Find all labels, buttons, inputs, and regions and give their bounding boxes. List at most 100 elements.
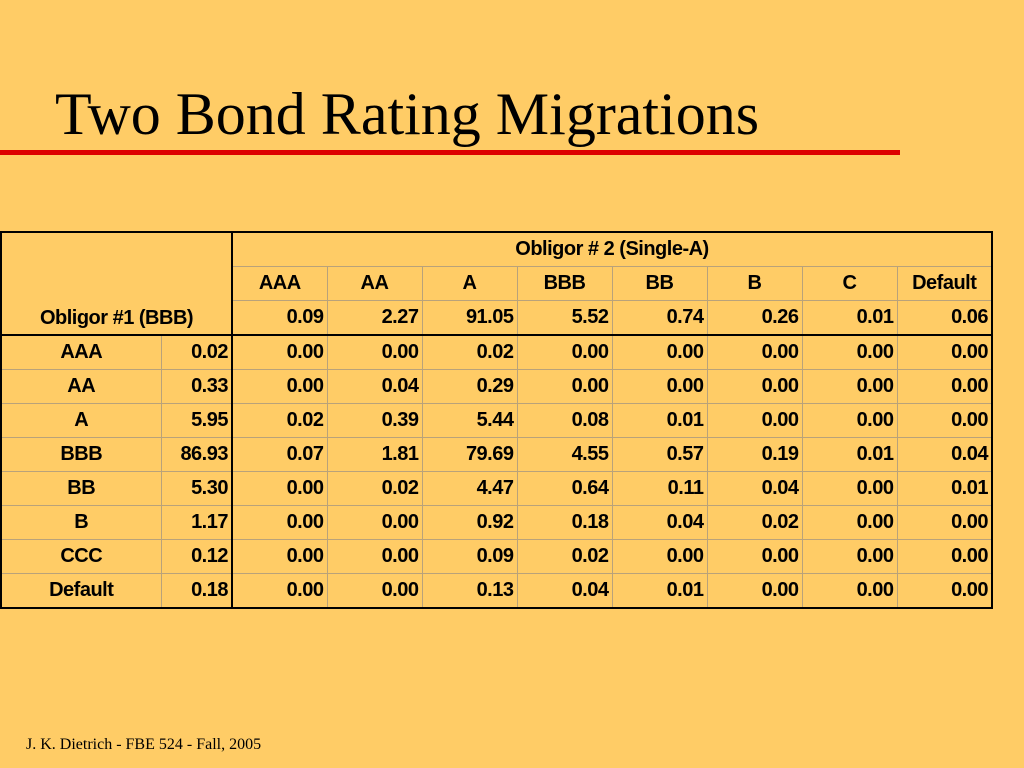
row-probability: 5.95	[160, 403, 233, 438]
joint-probability-cell: 0.04	[706, 471, 803, 506]
column-rating-header: BB	[611, 266, 708, 301]
column-rating-header: Default	[896, 266, 993, 301]
joint-probability-cell: 0.00	[706, 334, 803, 370]
joint-probability-cell: 0.00	[326, 573, 423, 609]
joint-probability-cell: 0.00	[231, 573, 328, 609]
joint-probability-cell: 0.00	[896, 334, 993, 370]
row-probability: 0.18	[160, 573, 233, 609]
joint-probability-cell: 5.44	[421, 403, 518, 438]
joint-probability-cell: 0.00	[896, 403, 993, 438]
column-probability: 5.52	[516, 300, 613, 336]
corner-label: Obligor #1 (BBB)	[0, 231, 233, 336]
joint-probability-cell: 4.55	[516, 437, 613, 472]
joint-probability-cell: 0.00	[706, 573, 803, 609]
row-rating-label: BBB	[0, 437, 162, 472]
row-rating-label: A	[0, 403, 162, 438]
title-underline	[0, 150, 900, 155]
joint-probability-cell: 0.00	[326, 539, 423, 574]
joint-probability-cell: 0.57	[611, 437, 708, 472]
joint-probability-cell: 0.64	[516, 471, 613, 506]
joint-probability-cell: 0.00	[706, 403, 803, 438]
joint-probability-cell: 0.02	[231, 403, 328, 438]
joint-probability-cell: 0.00	[801, 334, 898, 370]
joint-probability-cell: 0.04	[326, 369, 423, 404]
joint-probability-cell: 0.01	[611, 403, 708, 438]
column-rating-header: BBB	[516, 266, 613, 301]
joint-probability-cell: 4.47	[421, 471, 518, 506]
joint-probability-cell: 0.02	[421, 334, 518, 370]
joint-probability-cell: 0.00	[326, 334, 423, 370]
joint-probability-cell: 0.00	[231, 334, 328, 370]
joint-probability-cell: 0.18	[516, 505, 613, 540]
joint-probability-cell: 79.69	[421, 437, 518, 472]
row-probability: 0.12	[160, 539, 233, 574]
joint-probability-cell: 0.00	[801, 471, 898, 506]
joint-probability-cell: 0.13	[421, 573, 518, 609]
joint-probability-cell: 0.00	[801, 505, 898, 540]
joint-probability-cell: 0.04	[896, 437, 993, 472]
joint-probability-cell: 0.02	[326, 471, 423, 506]
joint-probability-cell: 0.00	[611, 539, 708, 574]
joint-probability-cell: 0.00	[611, 334, 708, 370]
table-row: AA 0.33 0.00 0.04 0.29 0.00 0.00 0.00 0.00 0.00	[0, 369, 993, 404]
joint-probability-cell: 0.00	[801, 539, 898, 574]
row-probability: 86.93	[160, 437, 233, 472]
joint-probability-cell: 0.00	[896, 573, 993, 609]
joint-probability-cell: 0.04	[516, 573, 613, 609]
joint-probability-cell: 0.00	[801, 369, 898, 404]
row-probability: 0.33	[160, 369, 233, 404]
header-ratings-row: AAA AA A BBB BB B C Default	[1, 266, 993, 301]
joint-probability-cell: 1.81	[326, 437, 423, 472]
joint-probability-cell: 0.00	[611, 369, 708, 404]
table-row: B 1.17 0.00 0.00 0.92 0.18 0.04 0.02 0.00 0.00	[0, 505, 993, 540]
joint-probability-cell: 0.00	[231, 539, 328, 574]
column-rating-header: A	[421, 266, 518, 301]
joint-probability-cell: 0.02	[706, 505, 803, 540]
row-rating-label: CCC	[0, 539, 162, 574]
row-rating-label: BB	[0, 471, 162, 506]
slide-title: Two Bond Rating Migrations	[55, 81, 760, 147]
joint-probability-cell: 0.01	[896, 471, 993, 506]
joint-probability-cell: 0.07	[231, 437, 328, 472]
joint-probability-cell: 0.09	[421, 539, 518, 574]
joint-probability-cell: 0.08	[516, 403, 613, 438]
footer-text: J. K. Dietrich - FBE 524 - Fall, 2005	[26, 736, 262, 753]
column-rating-header: AAA	[231, 266, 328, 301]
joint-probability-cell: 0.00	[706, 539, 803, 574]
joint-probability-cell: 0.00	[801, 573, 898, 609]
joint-probability-cell: 0.00	[231, 505, 328, 540]
column-probability: 0.26	[706, 300, 803, 336]
migration-table: Obligor #1 (BBB) Obligor # 2 (Single-A) …	[0, 231, 993, 609]
column-rating-header: AA	[326, 266, 423, 301]
table-row: BBB 86.93 0.07 1.81 79.69 4.55 0.57 0.19 0.01 0.0…	[0, 437, 993, 472]
row-rating-label: AA	[0, 369, 162, 404]
joint-probability-cell: 0.00	[896, 539, 993, 574]
column-rating-header: B	[706, 266, 803, 301]
joint-probability-cell: 0.92	[421, 505, 518, 540]
table-row: BB 5.30 0.00 0.02 4.47 0.64 0.11 0.04 0.00 0.01	[0, 471, 993, 506]
joint-probability-cell: 0.00	[231, 369, 328, 404]
joint-probability-cell: 0.04	[611, 505, 708, 540]
column-probability: 0.09	[231, 300, 328, 336]
joint-probability-cell: 0.01	[801, 437, 898, 472]
table-row: Default 0.18 0.00 0.00 0.13 0.04 0.01 0.00 0.00 0…	[0, 573, 993, 609]
row-rating-label: AAA	[0, 334, 162, 370]
joint-probability-cell: 0.00	[326, 505, 423, 540]
row-probability: 0.02	[160, 334, 233, 370]
joint-probability-cell: 0.00	[516, 334, 613, 370]
joint-probability-cell: 0.02	[516, 539, 613, 574]
joint-probability-cell: 0.19	[706, 437, 803, 472]
table-row: CCC 0.12 0.00 0.00 0.09 0.02 0.00 0.00 0.00 0.00	[0, 539, 993, 574]
column-probability: 0.74	[611, 300, 708, 336]
column-probability: 0.06	[896, 300, 993, 336]
column-probability: 2.27	[326, 300, 423, 336]
table-row: A 5.95 0.02 0.39 5.44 0.08 0.01 0.00 0.00 0.00	[0, 403, 993, 438]
table-row: AAA 0.02 0.00 0.00 0.02 0.00 0.00 0.00 0.00 0.00	[0, 334, 993, 370]
joint-probability-cell: 0.00	[516, 369, 613, 404]
joint-probability-cell: 0.00	[801, 403, 898, 438]
column-rating-header: C	[801, 266, 898, 301]
joint-probability-cell: 0.00	[896, 369, 993, 404]
joint-probability-cell: 0.00	[706, 369, 803, 404]
joint-probability-cell: 0.00	[896, 505, 993, 540]
column-probability: 0.01	[801, 300, 898, 336]
